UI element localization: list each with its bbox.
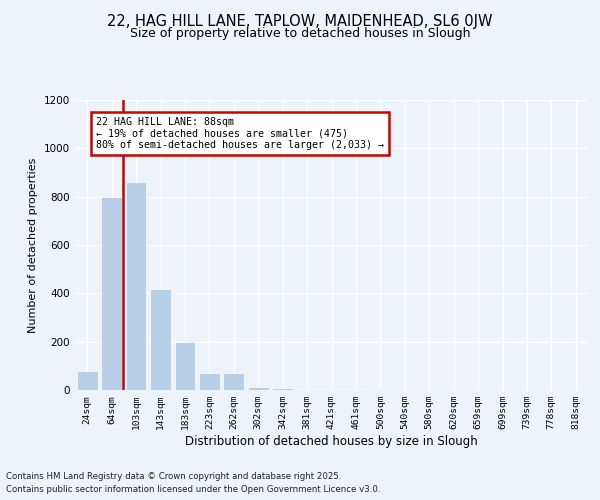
Bar [321, 389, 342, 390]
Bar [101, 196, 122, 390]
Bar [223, 373, 244, 390]
Bar [296, 389, 317, 390]
Y-axis label: Number of detached properties: Number of detached properties [28, 158, 38, 332]
Bar [125, 182, 146, 390]
Bar [77, 370, 98, 390]
X-axis label: Distribution of detached houses by size in Slough: Distribution of detached houses by size … [185, 435, 478, 448]
Bar [175, 342, 196, 390]
Text: 22, HAG HILL LANE, TAPLOW, MAIDENHEAD, SL6 0JW: 22, HAG HILL LANE, TAPLOW, MAIDENHEAD, S… [107, 14, 493, 29]
Bar [150, 288, 171, 390]
Text: Contains public sector information licensed under the Open Government Licence v3: Contains public sector information licen… [6, 485, 380, 494]
Bar [272, 388, 293, 390]
Bar [248, 386, 269, 390]
Bar [199, 373, 220, 390]
Text: Contains HM Land Registry data © Crown copyright and database right 2025.: Contains HM Land Registry data © Crown c… [6, 472, 341, 481]
Text: 22 HAG HILL LANE: 88sqm
← 19% of detached houses are smaller (475)
80% of semi-d: 22 HAG HILL LANE: 88sqm ← 19% of detache… [97, 117, 385, 150]
Text: Size of property relative to detached houses in Slough: Size of property relative to detached ho… [130, 28, 470, 40]
